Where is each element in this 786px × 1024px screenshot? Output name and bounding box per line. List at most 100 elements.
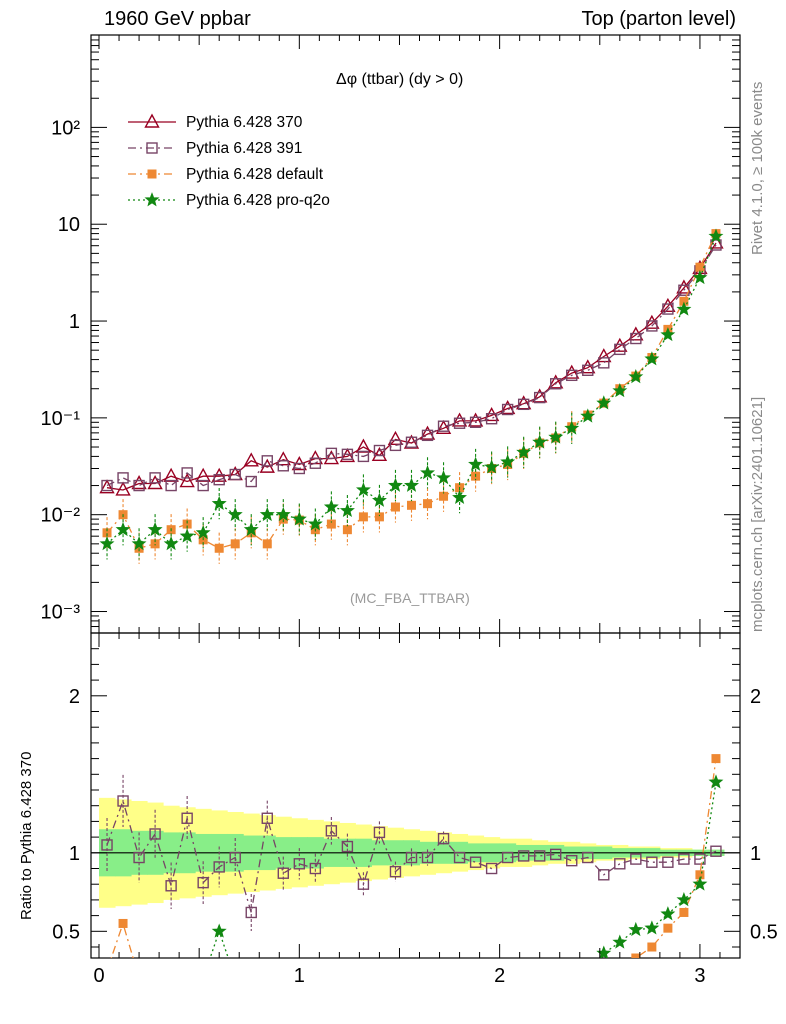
data-point-1 bbox=[373, 444, 386, 457]
ratio-point-2 bbox=[215, 974, 223, 982]
data-point-3 bbox=[323, 499, 339, 514]
data-point-1 bbox=[325, 447, 338, 460]
ratio-line-3 bbox=[209, 782, 717, 958]
ratio-point-1 bbox=[117, 795, 129, 807]
data-point-0 bbox=[483, 406, 500, 422]
data-point-0 bbox=[499, 400, 516, 415]
ratio-panel-frame bbox=[90, 632, 741, 959]
data-point-1 bbox=[517, 398, 530, 411]
data-point-0 bbox=[532, 388, 548, 403]
ratio-point-2 bbox=[199, 974, 207, 982]
ratio-point-1 bbox=[261, 812, 273, 824]
data-point-3 bbox=[211, 495, 227, 510]
data-point-1 bbox=[533, 391, 546, 404]
data-point-3 bbox=[468, 456, 484, 471]
data-point-3 bbox=[436, 470, 452, 485]
ratio-point-1 bbox=[517, 850, 530, 862]
legend-label-391: Pythia 6.428 391 bbox=[186, 140, 303, 157]
plot-title: Δφ (ttbar) (dy > 0) bbox=[336, 71, 464, 88]
data-point-1 bbox=[598, 357, 610, 369]
ratio-point-1 bbox=[405, 851, 418, 864]
ratio-point-1 bbox=[373, 826, 386, 839]
header-left-title: 1960 GeV ppbar bbox=[104, 8, 251, 30]
ratio-y-tick-label: 0.5 bbox=[52, 921, 80, 943]
data-point-3 bbox=[516, 444, 532, 459]
data-point-3 bbox=[596, 395, 612, 410]
ratio-point-2 bbox=[616, 962, 624, 970]
data-point-2 bbox=[374, 512, 384, 522]
data-point-3 bbox=[660, 327, 676, 342]
ratio-point-1 bbox=[293, 858, 306, 870]
data-point-3 bbox=[307, 516, 323, 531]
ratio-point-1 bbox=[421, 851, 434, 864]
ratio-point-1 bbox=[165, 880, 177, 892]
ratio-point-3 bbox=[373, 971, 386, 984]
data-point-0 bbox=[451, 412, 468, 427]
ratio-point-2 bbox=[247, 974, 255, 982]
ratio-point-1 bbox=[197, 876, 209, 889]
data-point-1 bbox=[453, 417, 466, 429]
data-point-3 bbox=[580, 408, 596, 423]
data-point-3 bbox=[355, 482, 371, 497]
ratio-point-1 bbox=[662, 856, 674, 868]
ratio-point-2 bbox=[231, 974, 239, 982]
data-point-3 bbox=[612, 383, 628, 398]
ratio-point-1 bbox=[678, 853, 690, 865]
data-point-0 bbox=[99, 479, 115, 494]
ratio-point-3 bbox=[596, 945, 612, 958]
ratio-point-1 bbox=[598, 869, 610, 881]
ratio-point-2 bbox=[151, 974, 159, 982]
data-point-0 bbox=[467, 412, 484, 427]
ratio-point-1 bbox=[357, 878, 370, 890]
ratio-point-1 bbox=[582, 851, 594, 864]
data-point-1 bbox=[293, 462, 306, 475]
data-point-3 bbox=[404, 477, 419, 492]
ratio-point-2 bbox=[552, 974, 560, 982]
data-point-0 bbox=[564, 364, 580, 379]
ratio-point-2 bbox=[343, 974, 351, 982]
data-point-2 bbox=[390, 502, 400, 512]
data-point-0 bbox=[580, 359, 596, 374]
data-point-0 bbox=[163, 467, 179, 482]
data-point-2 bbox=[262, 539, 272, 549]
ratio-point-1 bbox=[694, 853, 706, 865]
ratio-point-2 bbox=[647, 942, 657, 952]
ratio-point-3 bbox=[405, 971, 418, 984]
ratio-point-1 bbox=[501, 851, 514, 864]
data-point-3 bbox=[131, 535, 147, 551]
ratio-point-1 bbox=[453, 851, 466, 864]
data-point-2 bbox=[358, 512, 368, 522]
ratio-point-1 bbox=[325, 825, 338, 837]
data-point-0 bbox=[403, 434, 420, 449]
series-line-1 bbox=[106, 244, 717, 487]
ratio-point-2 bbox=[456, 974, 464, 982]
ratio-point-2 bbox=[375, 974, 383, 982]
data-point-3 bbox=[372, 492, 387, 507]
data-point-1 bbox=[485, 413, 498, 425]
ratio-point-3 bbox=[660, 906, 676, 921]
data-point-3 bbox=[163, 535, 179, 551]
data-point-3 bbox=[147, 521, 163, 537]
data-point-1 bbox=[550, 378, 562, 390]
ratio-point-3 bbox=[644, 920, 660, 935]
x-tick-label: 0 bbox=[93, 965, 104, 987]
ratio-point-3 bbox=[197, 971, 210, 984]
ratio-point-2 bbox=[118, 918, 128, 928]
ratio-point-3 bbox=[581, 971, 594, 984]
analysis-annotation: (MC_FBA_TTBAR) bbox=[350, 590, 470, 606]
data-point-1 bbox=[149, 472, 161, 484]
legend-label-default: Pythia 6.428 default bbox=[186, 166, 324, 183]
data-point-0 bbox=[195, 467, 211, 482]
data-point-1 bbox=[357, 450, 370, 463]
legend-marker-3 bbox=[144, 192, 160, 207]
data-point-3 bbox=[115, 521, 131, 537]
ratio-point-2 bbox=[359, 974, 367, 982]
data-point-1 bbox=[117, 472, 129, 484]
data-point-0 bbox=[131, 475, 147, 490]
data-point-1 bbox=[277, 460, 289, 472]
data-point-3 bbox=[195, 524, 211, 540]
ratio-point-2 bbox=[263, 974, 271, 982]
data-point-3 bbox=[291, 511, 307, 526]
data-point-0 bbox=[660, 297, 676, 312]
